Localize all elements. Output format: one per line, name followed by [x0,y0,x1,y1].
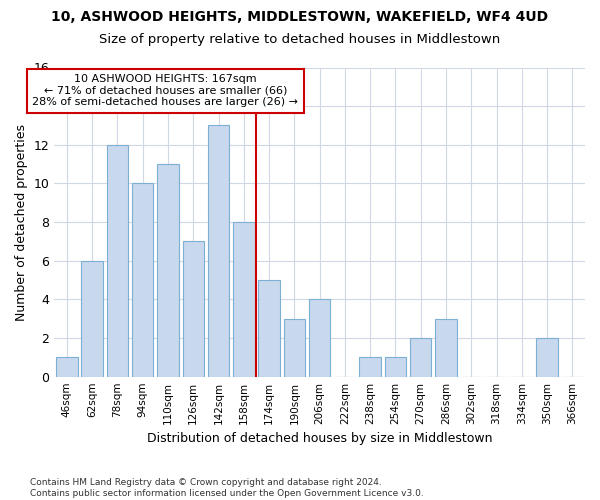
Bar [107,145,128,376]
Bar [359,358,381,376]
Bar [259,280,280,376]
Text: Size of property relative to detached houses in Middlestown: Size of property relative to detached ho… [100,32,500,46]
Bar [182,242,204,376]
X-axis label: Distribution of detached houses by size in Middlestown: Distribution of detached houses by size … [147,432,493,445]
Bar [157,164,179,376]
Text: 10 ASHWOOD HEIGHTS: 167sqm
← 71% of detached houses are smaller (66)
28% of semi: 10 ASHWOOD HEIGHTS: 167sqm ← 71% of deta… [32,74,298,108]
Y-axis label: Number of detached properties: Number of detached properties [15,124,28,320]
Text: 10, ASHWOOD HEIGHTS, MIDDLESTOWN, WAKEFIELD, WF4 4UD: 10, ASHWOOD HEIGHTS, MIDDLESTOWN, WAKEFI… [52,10,548,24]
Bar [536,338,558,376]
Bar [233,222,254,376]
Bar [56,358,77,376]
Text: Contains HM Land Registry data © Crown copyright and database right 2024.
Contai: Contains HM Land Registry data © Crown c… [30,478,424,498]
Bar [435,318,457,376]
Bar [410,338,431,376]
Bar [309,300,331,376]
Bar [132,184,154,376]
Bar [208,126,229,376]
Bar [284,318,305,376]
Bar [82,260,103,376]
Bar [385,358,406,376]
